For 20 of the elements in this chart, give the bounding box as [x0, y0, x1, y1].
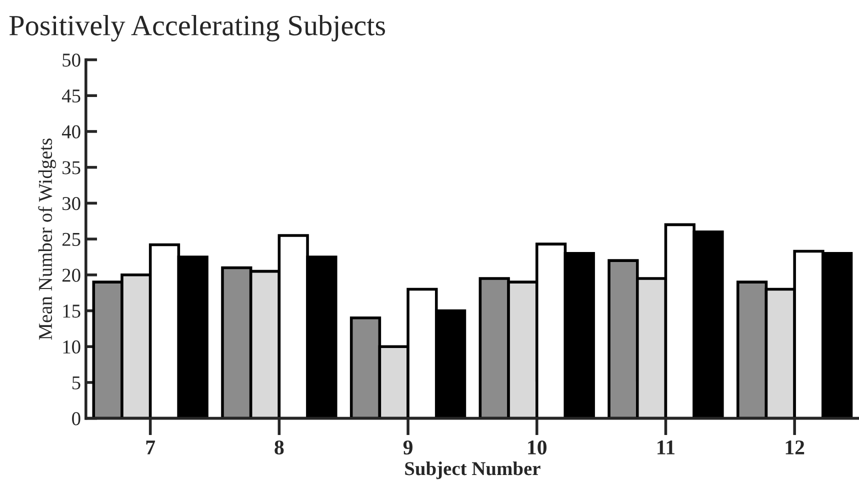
- y-tick-label: 10: [63, 340, 80, 354]
- x-tick-label: 7: [146, 440, 156, 454]
- y-tick-label: 40: [62, 125, 80, 138]
- y-tick-label: 0: [72, 412, 80, 426]
- chart-title: Positively Accelerating Subjects: [9, 14, 386, 42]
- x-tick-label: 11: [658, 440, 674, 454]
- x-tick-label: 8: [274, 440, 284, 455]
- x-axis-title: Subject Number: [405, 462, 540, 480]
- x-tick-label: 12: [786, 440, 804, 454]
- y-tick-label: 35: [62, 161, 80, 174]
- y-tick-label: 5: [72, 376, 80, 390]
- x-tick-label: 9: [403, 440, 412, 455]
- y-tick-label: 45: [62, 90, 80, 103]
- x-tick-label: 10: [528, 440, 546, 455]
- y-tick-label: 25: [62, 232, 80, 246]
- y-axis-title: Mean Number of Widgets: [38, 138, 56, 340]
- y-tick-label: 20: [62, 268, 80, 282]
- y-tick-label: 50: [62, 54, 80, 67]
- y-tick-label: 15: [63, 304, 80, 318]
- y-tick-label: 30: [62, 197, 80, 210]
